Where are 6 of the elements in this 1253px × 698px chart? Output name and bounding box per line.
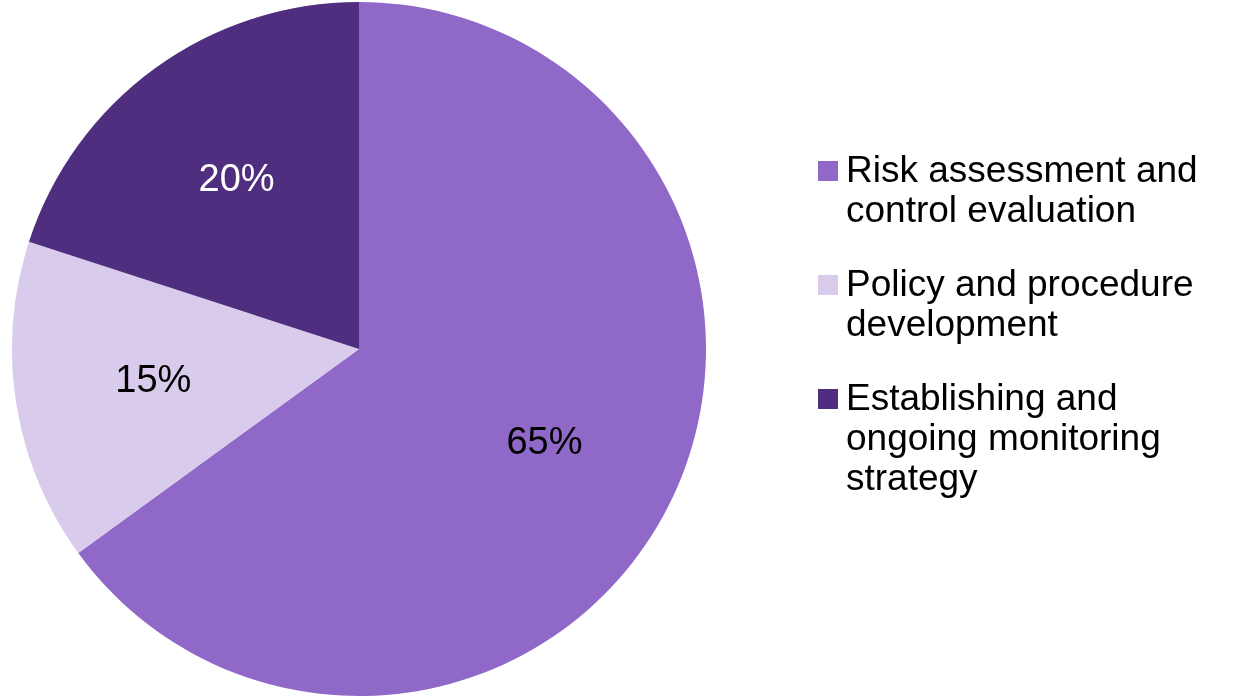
data-label: 20% — [198, 157, 275, 200]
legend-label: Establishing and ongoing monitoring strategy — [846, 377, 1162, 498]
data-label: 65% — [506, 420, 583, 463]
legend-label: Risk assessment and control evaluation — [846, 149, 1199, 230]
data-label: 15% — [115, 358, 192, 401]
legend-label: Policy and procedure development — [846, 263, 1195, 344]
